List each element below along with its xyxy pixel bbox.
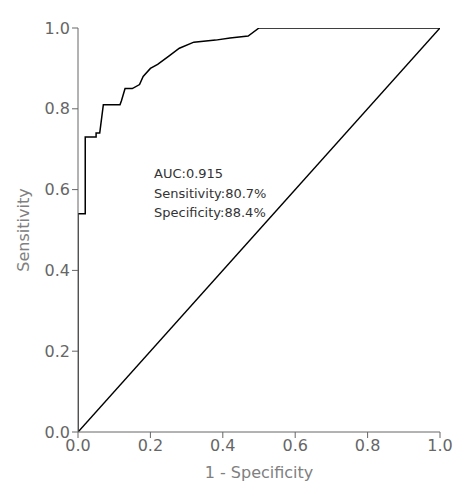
svg-text:0.4: 0.4 [45,261,70,280]
svg-text:0.2: 0.2 [138,436,163,455]
svg-text:0.0: 0.0 [65,436,91,456]
svg-text:0.0: 0.0 [45,423,70,442]
svg-text:0.8: 0.8 [355,436,380,455]
svg-text:0.6: 0.6 [282,436,307,455]
svg-text:AUC:0.915Sensitivity:80.7%Spec: AUC:0.915Sensitivity:80.7%Specificity:88… [154,166,266,220]
svg-text:0.8: 0.8 [45,99,70,118]
svg-text:1.0: 1.0 [427,436,452,455]
svg-text:0.6: 0.6 [45,180,70,199]
svg-text:Sensitivity: Sensitivity [14,188,33,271]
svg-text:0.2: 0.2 [45,342,70,361]
svg-text:0.4: 0.4 [210,436,235,455]
svg-text:1.0: 1.0 [45,19,70,38]
svg-text:1 - Specificity: 1 - Specificity [205,463,314,482]
